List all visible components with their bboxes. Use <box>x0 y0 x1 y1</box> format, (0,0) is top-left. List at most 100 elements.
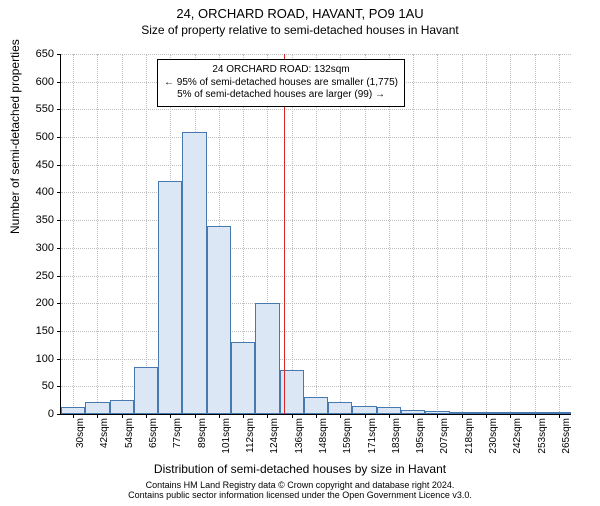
histogram-bar <box>61 407 85 414</box>
histogram-bar <box>547 412 571 414</box>
xtick-label: 136sqm <box>294 418 305 468</box>
xtick-mark <box>219 414 220 418</box>
histogram-bar <box>474 412 498 414</box>
ytick-mark <box>57 192 61 193</box>
ytick-label: 300 <box>14 242 54 254</box>
reference-line <box>284 54 285 414</box>
ytick-mark <box>57 276 61 277</box>
ytick-label: 600 <box>14 76 54 88</box>
xtick-mark <box>389 414 390 418</box>
histogram-bar <box>134 367 158 414</box>
info-box: 24 ORCHARD ROAD: 132sqm← 95% of semi-det… <box>157 59 405 107</box>
ytick-label: 500 <box>14 131 54 143</box>
ytick-label: 0 <box>14 408 54 420</box>
xtick-label: 265sqm <box>561 418 572 468</box>
ytick-mark <box>57 331 61 332</box>
xtick-mark <box>73 414 74 418</box>
xtick-label: 101sqm <box>221 418 232 468</box>
xtick-mark <box>462 414 463 418</box>
info-box-line-1: 24 ORCHARD ROAD: 132sqm <box>164 64 398 77</box>
gridline-v <box>486 54 487 414</box>
ytick-label: 350 <box>14 214 54 226</box>
xtick-mark <box>195 414 196 418</box>
footer-line-1: Contains HM Land Registry data © Crown c… <box>0 480 600 490</box>
gridline-v <box>437 54 438 414</box>
ytick-label: 200 <box>14 297 54 309</box>
xtick-label: 183sqm <box>391 418 402 468</box>
xtick-label: 218sqm <box>464 418 475 468</box>
gridline-v <box>389 54 390 414</box>
xtick-mark <box>365 414 366 418</box>
chart-title: 24, ORCHARD ROAD, HAVANT, PO9 1AU <box>0 6 600 21</box>
ytick-label: 650 <box>14 48 54 60</box>
ytick-label: 100 <box>14 353 54 365</box>
gridline-v <box>413 54 414 414</box>
xtick-mark <box>486 414 487 418</box>
gridline-v <box>535 54 536 414</box>
xtick-mark <box>146 414 147 418</box>
ytick-mark <box>57 359 61 360</box>
ytick-label: 400 <box>14 186 54 198</box>
gridline-v <box>73 54 74 414</box>
histogram-bar <box>377 407 401 414</box>
histogram-bar <box>304 397 328 414</box>
xtick-mark <box>316 414 317 418</box>
info-box-line-3: 5% of semi-detached houses are larger (9… <box>164 89 398 102</box>
footer-line-2: Contains public sector information licen… <box>0 490 600 500</box>
ytick-label: 150 <box>14 325 54 337</box>
gridline-v <box>462 54 463 414</box>
ytick-mark <box>57 82 61 83</box>
gridline-v <box>510 54 511 414</box>
xtick-mark <box>413 414 414 418</box>
xtick-mark <box>292 414 293 418</box>
footer: Contains HM Land Registry data © Crown c… <box>0 480 600 501</box>
ytick-mark <box>57 54 61 55</box>
histogram-bar <box>522 412 546 414</box>
histogram-bar <box>450 412 474 414</box>
ytick-mark <box>57 414 61 415</box>
ytick-mark <box>57 109 61 110</box>
plot-region: 30sqm42sqm54sqm65sqm77sqm89sqm101sqm112s… <box>60 54 571 415</box>
gridline-v <box>365 54 366 414</box>
xtick-label: 54sqm <box>124 418 135 468</box>
xtick-label: 195sqm <box>415 418 426 468</box>
info-box-line-2: ← 95% of semi-detached houses are smalle… <box>164 77 398 90</box>
gridline-v <box>97 54 98 414</box>
chart-subtitle: Size of property relative to semi-detach… <box>0 23 600 37</box>
xtick-label: 148sqm <box>318 418 329 468</box>
histogram-bar <box>182 132 206 414</box>
xtick-label: 65sqm <box>148 418 159 468</box>
gridline-v <box>146 54 147 414</box>
histogram-bar <box>231 342 255 414</box>
histogram-bar <box>328 402 352 414</box>
xtick-label: 42sqm <box>99 418 110 468</box>
ytick-label: 450 <box>14 159 54 171</box>
ytick-mark <box>57 386 61 387</box>
histogram-bar <box>425 411 449 414</box>
xtick-label: 30sqm <box>75 418 86 468</box>
gridline-v <box>292 54 293 414</box>
xtick-label: 230sqm <box>488 418 499 468</box>
histogram-bar <box>207 226 231 414</box>
gridline-v <box>122 54 123 414</box>
histogram-bar <box>85 402 109 414</box>
xtick-mark <box>243 414 244 418</box>
ytick-mark <box>57 248 61 249</box>
gridline-v <box>340 54 341 414</box>
histogram-bar <box>255 303 279 414</box>
xtick-mark <box>535 414 536 418</box>
histogram-bar <box>110 400 134 414</box>
ytick-mark <box>57 165 61 166</box>
xtick-label: 89sqm <box>197 418 208 468</box>
x-axis-label: Distribution of semi-detached houses by … <box>0 462 600 476</box>
xtick-label: 207sqm <box>439 418 450 468</box>
xtick-label: 242sqm <box>512 418 523 468</box>
ytick-mark <box>57 220 61 221</box>
ytick-label: 250 <box>14 270 54 282</box>
xtick-label: 124sqm <box>269 418 280 468</box>
histogram-bar <box>498 412 522 414</box>
histogram-bar <box>401 410 425 414</box>
ytick-label: 550 <box>14 103 54 115</box>
histogram-bar <box>158 181 182 414</box>
gridline-v <box>559 54 560 414</box>
